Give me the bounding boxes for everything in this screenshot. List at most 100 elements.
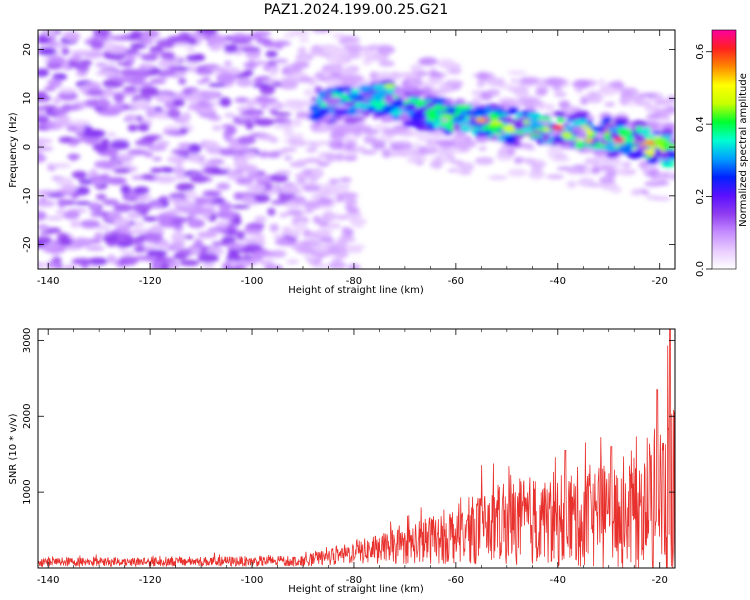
spectrogram-noise-blob <box>341 227 352 233</box>
spectrogram-noise-blob <box>309 231 319 239</box>
spectrogram-noise-blob <box>303 89 314 97</box>
spectrogram-noise-blob <box>221 236 237 243</box>
spectrogram-noise-blob <box>38 137 49 144</box>
spectrogram-noise-blob <box>187 66 198 73</box>
spectrogram-ridge-blob <box>605 151 619 159</box>
colorbar-tick-label: 0.2 <box>695 189 706 205</box>
colorbar-tick-label: 0.4 <box>695 116 706 132</box>
spectrogram-noise-blob <box>223 60 232 67</box>
spectrogram-y-tick-label: -10 <box>22 188 33 204</box>
spectrogram-noise-blob <box>297 46 307 55</box>
spectrogram-noise-blob <box>318 220 329 228</box>
spectrogram-halo-blob <box>410 64 424 73</box>
spectrogram-noise-blob <box>317 161 330 167</box>
spectrogram-noise-blob <box>243 151 258 159</box>
spectrogram-halo-blob <box>528 170 545 180</box>
spectrogram-halo-blob <box>388 150 401 157</box>
spectrogram-noise-blob <box>230 204 251 209</box>
spectrogram-noise-blob <box>314 71 325 79</box>
spectrogram-halo-blob <box>438 140 454 149</box>
spectrogram-noise-blob <box>38 146 54 151</box>
spectrogram-noise-blob <box>185 189 197 200</box>
spectrogram-noise-blob <box>127 124 138 132</box>
spectrogram-noise-blob <box>106 132 117 138</box>
spectrogram-frame <box>37 29 676 270</box>
spectrogram-noise-blob <box>70 220 82 228</box>
spectrogram-noise-blob <box>95 62 108 68</box>
spectrogram-x-tick-label: -40 <box>550 276 566 287</box>
spectrogram-noise-blob <box>102 87 114 97</box>
spectrogram-noise-blob <box>114 161 124 166</box>
spectrogram-halo-blob <box>425 143 435 149</box>
spectrogram-noise-blob <box>201 261 215 269</box>
spectrogram-halo-blob <box>367 44 379 50</box>
spectrogram-noise-blob <box>137 123 150 132</box>
spectrogram-ridge-blob <box>666 155 675 159</box>
spectrogram-noise-blob <box>328 178 340 184</box>
spectrogram-noise-blob <box>247 222 265 230</box>
spectrogram-noise-blob <box>57 91 78 101</box>
spectrogram-halo-blob <box>429 75 443 84</box>
spectrogram-noise-blob <box>79 84 90 94</box>
spectrogram-ridge-blob <box>537 116 553 121</box>
spectrogram-ridge-blob <box>599 140 610 145</box>
snr-y-tick-label: 1000 <box>22 479 33 504</box>
spectrogram-noise-blob <box>273 58 289 64</box>
spectrogram-noise-blob <box>304 157 322 164</box>
spectrogram-ridge-blob <box>561 140 578 145</box>
spectrogram-noise-blob <box>314 244 324 253</box>
spectrogram-ridge-blob <box>508 106 519 115</box>
spectrogram-noise-blob <box>233 97 250 103</box>
spectrogram-noise-blob <box>274 238 291 246</box>
snr-x-tick-label: -100 <box>241 575 264 586</box>
spectrogram-noise-blob <box>190 217 201 226</box>
spectrogram-noise-blob <box>236 77 253 88</box>
spectrogram-noise-blob <box>86 246 105 251</box>
spectrogram-halo-blob <box>347 47 360 57</box>
spectrogram-ridge-blob <box>324 92 334 97</box>
spectrogram-noise-blob <box>171 148 193 155</box>
spectrogram-noise-blob <box>266 60 278 65</box>
spectrogram-noise-blob <box>209 44 222 51</box>
spectrogram-noise-blob <box>245 121 254 130</box>
spectrogram-halo-blob <box>414 153 424 158</box>
spectrogram-ridge-blob <box>475 135 489 143</box>
spectrogram-x-tick-label: -120 <box>139 276 162 287</box>
spectrogram-halo-blob <box>553 91 567 98</box>
spectrogram-ridge-blob <box>343 117 359 124</box>
spectrogram-ridge-blob <box>401 84 417 92</box>
spectrogram-noise-blob <box>187 104 204 111</box>
spectrogram-ridge-blob <box>643 134 656 140</box>
colorbar-tick-label: 0.0 <box>695 261 706 277</box>
spectrogram-ridge-blob <box>555 111 566 118</box>
spectrogram-noise-blob <box>58 88 77 94</box>
spectrogram-noise-blob <box>201 77 212 82</box>
snr-x-tick-label: -140 <box>37 575 60 586</box>
spectrogram-y-tick-label: -20 <box>22 236 33 252</box>
spectrogram-noise-blob <box>171 232 186 242</box>
spectrogram-halo-blob <box>447 168 460 173</box>
colorbar-frame <box>711 29 737 270</box>
spectrogram-ridge-blob <box>427 103 435 109</box>
spectrogram-noise-blob <box>155 213 176 222</box>
spectrogram-ridge-blob <box>441 118 448 122</box>
spectrogram-ridge-blob <box>526 112 542 119</box>
spectrogram-halo-blob <box>388 71 402 81</box>
spectrogram-noise-blob <box>259 97 278 104</box>
spectrogram-noise-blob <box>58 237 74 247</box>
spectrogram-noise-blob <box>188 143 202 154</box>
spectrogram-noise-blob <box>152 156 162 162</box>
spectrogram-ridge-blob <box>346 107 357 116</box>
spectrogram-ridge-blob <box>372 99 387 108</box>
spectrogram-noise-blob <box>226 242 246 250</box>
spectrogram-halo-blob <box>325 152 337 163</box>
spectrogram-noise-blob <box>271 81 283 88</box>
spectrogram-noise-blob <box>52 107 69 116</box>
spectrogram-halo-blob <box>330 130 345 140</box>
spectrogram-halo-blob <box>584 157 601 166</box>
spectrogram-noise-blob <box>190 174 209 184</box>
spectrogram-noise-blob <box>56 199 76 204</box>
spectrogram-noise-blob <box>38 106 50 111</box>
spectrogram-noise-blob <box>89 169 98 177</box>
